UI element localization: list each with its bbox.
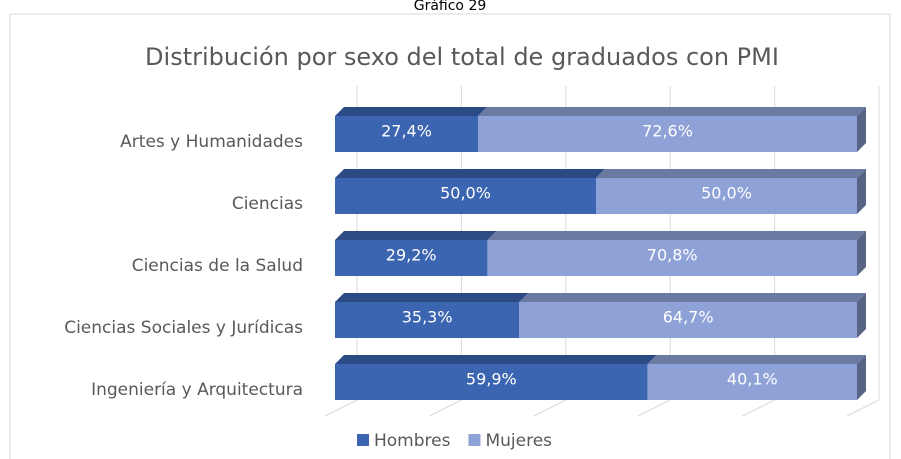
- bar: [335, 240, 488, 276]
- header-bg: [380, 0, 520, 13]
- legend-swatch: [357, 434, 369, 446]
- value-label: 27,4%: [381, 122, 432, 141]
- value-label: 50,0%: [701, 184, 752, 203]
- value-label: 70,8%: [647, 246, 698, 265]
- bar: [335, 116, 479, 152]
- bar-side: [857, 107, 866, 152]
- value-label: 59,9%: [466, 370, 517, 389]
- bar-side: [857, 355, 866, 400]
- legend-label: Hombres: [374, 431, 451, 451]
- bar-top: [335, 355, 657, 364]
- floor-line: [429, 399, 462, 417]
- bar-top: [478, 107, 866, 116]
- bar: [487, 240, 857, 276]
- chart-border: [9, 13, 891, 459]
- bar: [335, 302, 520, 338]
- bar-side: [857, 169, 866, 214]
- bar-top: [596, 169, 866, 178]
- chart-title: Distribución por sexo del total de gradu…: [145, 43, 779, 71]
- bar-top: [335, 293, 529, 302]
- legend-swatch: [468, 434, 481, 446]
- bar: [519, 302, 857, 338]
- bar-side: [857, 231, 866, 276]
- bar: [596, 178, 857, 214]
- value-label: 72,6%: [642, 122, 693, 141]
- bar-top: [519, 293, 866, 302]
- header: Gráfico 29: [414, 0, 487, 14]
- floor-line: [742, 399, 775, 417]
- bar: [335, 178, 596, 214]
- bar: [335, 364, 648, 400]
- floor-line: [637, 399, 671, 417]
- floor-line: [324, 399, 358, 417]
- value-label: 50,0%: [440, 184, 491, 203]
- value-label: 35,3%: [402, 308, 453, 327]
- bar-top: [335, 169, 605, 178]
- y-tick-label: Ciencias de la Salud: [132, 256, 303, 276]
- floor-line: [533, 399, 567, 417]
- y-tick-label: Artes y Humanidades: [120, 132, 303, 152]
- value-label: 29,2%: [386, 246, 437, 265]
- bar-top: [487, 231, 866, 240]
- legend-label: Mujeres: [485, 431, 552, 451]
- bar: [478, 116, 857, 152]
- bar-top: [647, 355, 866, 364]
- bar-top: [335, 107, 488, 116]
- bar-side: [857, 293, 866, 338]
- y-tick-label: Ingeniería y Arquitectura: [91, 380, 303, 400]
- y-tick-label: Ciencias Sociales y Jurídicas: [64, 318, 303, 338]
- y-tick-label: Ciencias: [232, 194, 303, 214]
- bar: [647, 364, 857, 400]
- value-label: 64,7%: [663, 308, 714, 327]
- value-label: 40,1%: [727, 370, 778, 389]
- floor-line: [846, 399, 880, 417]
- bar-top: [335, 231, 497, 240]
